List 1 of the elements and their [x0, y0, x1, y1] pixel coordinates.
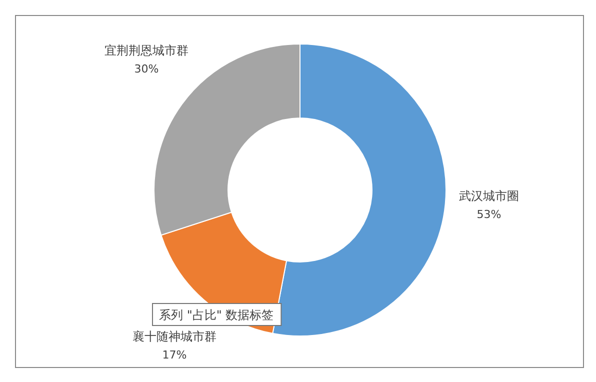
annotation: 系列 "占比" 数据标签	[152, 303, 282, 326]
